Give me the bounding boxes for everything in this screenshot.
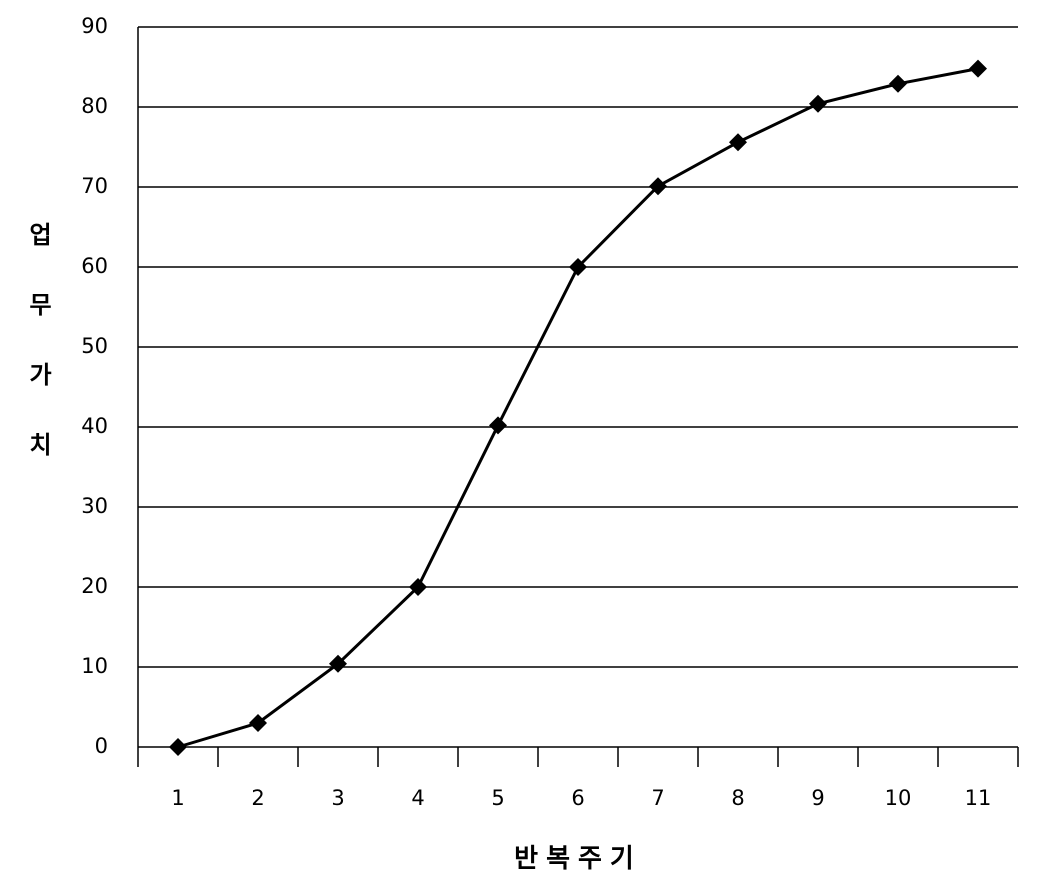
x-tick-label: 8 (731, 786, 744, 810)
marker (809, 94, 827, 113)
marker (169, 738, 187, 756)
y-axis-label: 업무가치 (24, 222, 52, 502)
y-tick-label: 30 (81, 494, 108, 518)
x-tick-label: 5 (491, 786, 504, 810)
marker (969, 59, 987, 78)
y-tick-label: 50 (81, 334, 108, 358)
y-tick-label: 10 (81, 654, 108, 678)
y-tick-label: 20 (81, 574, 108, 598)
marker (889, 74, 907, 93)
marker (649, 177, 667, 196)
y-tick-label: 80 (81, 94, 108, 118)
x-tick-label: 11 (965, 786, 992, 810)
marker (409, 578, 427, 596)
line (177, 67, 979, 749)
x-tick-label: 6 (571, 786, 584, 810)
marker (329, 654, 347, 673)
y-tick-label: 60 (81, 254, 108, 278)
x-tick-label: 2 (251, 786, 264, 810)
marker (489, 416, 507, 435)
x-tick-label: 4 (411, 786, 424, 810)
y-tick-label: 40 (81, 414, 108, 438)
x-axis-label: 반복주기 (514, 844, 642, 874)
y-tick-label: 70 (81, 174, 108, 198)
y-tick-label: 0 (95, 734, 108, 758)
y-tick-label: 90 (81, 14, 108, 38)
marker (569, 258, 587, 276)
x-tick-label: 10 (885, 786, 912, 810)
x-tick-label: 7 (651, 786, 664, 810)
marker (249, 714, 267, 732)
marker (729, 133, 747, 152)
x-tick-label: 9 (811, 786, 824, 810)
x-tick-label: 1 (171, 786, 184, 810)
x-tick-label: 3 (331, 786, 344, 810)
